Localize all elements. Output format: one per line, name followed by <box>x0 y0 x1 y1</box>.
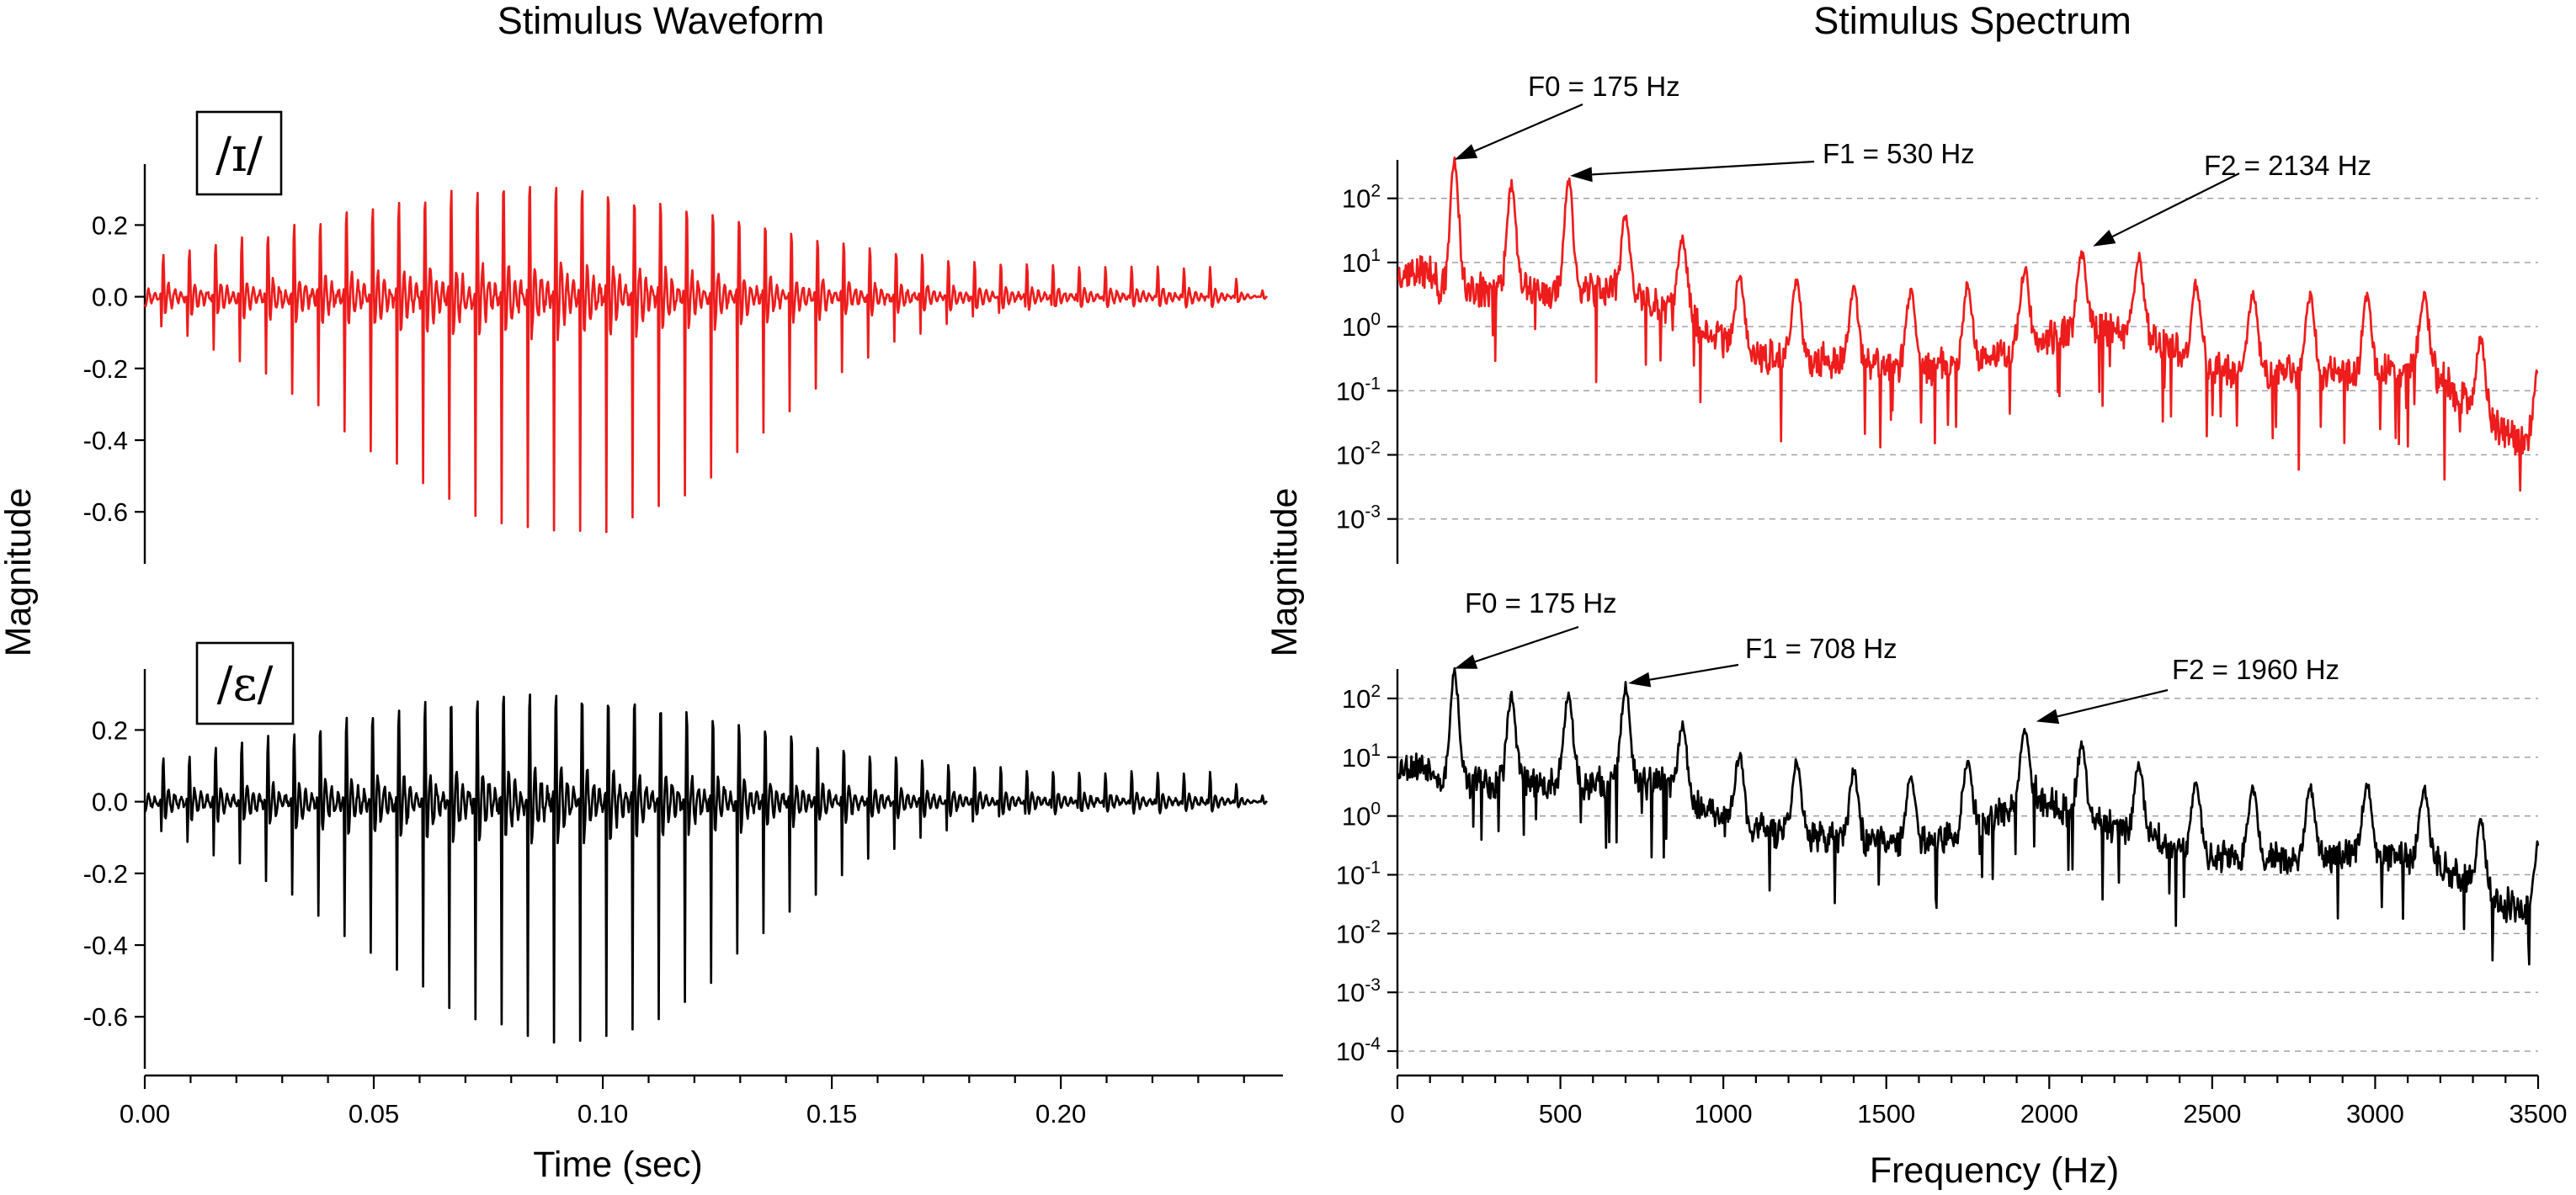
waveform-eh-y-tick-label: -0.4 <box>83 931 128 960</box>
spectrum-eh-annotation-arrow-head <box>1628 672 1652 688</box>
spectrum-ih-annotation-arrow-line <box>1474 103 1583 152</box>
vowel-label-eh-text: /ε/ <box>217 657 274 712</box>
spectrum-ih-annotation-arrow-line <box>1592 160 1815 176</box>
waveform-eh-y-tick-label: -0.6 <box>83 1002 128 1032</box>
spectrum-eh-x-tick-label: 2500 <box>2183 1099 2241 1129</box>
spectrum-ih-annotation-label: F2 = 2134 Hz <box>2204 150 2371 181</box>
waveform-eh-x-tick-label: 0.15 <box>806 1099 857 1129</box>
spectrum-ih-annotation-label: F1 = 530 Hz <box>1823 138 1975 169</box>
spectrum-eh-annotation-arrow-head <box>1454 654 1478 669</box>
spectrum-eh-annotation-arrow-line <box>1649 663 1739 681</box>
vowel-label-ih-text: /ɪ/ <box>216 128 263 183</box>
spectrum-eh-x-tick-label: 1000 <box>1695 1099 1753 1129</box>
waveform-eh-series-line <box>143 693 1269 1044</box>
vowel-label-ih: /ɪ/ <box>195 110 283 196</box>
waveform-ih-y-tick-label: -0.6 <box>83 497 128 527</box>
vowel-label-ih-box <box>195 110 283 196</box>
waveform-eh-y-tick-label: 0.0 <box>92 788 128 817</box>
spectrum-ih-annotation-label: F0 = 175 Hz <box>1528 71 1680 102</box>
spectrum-eh-series-line <box>1397 667 2540 966</box>
spectrum-eh-annotation-arrow-line <box>2057 688 2169 718</box>
waveform-ih-plot: 0.2 0.0 -0.2 -0.4 -0.6 <box>83 164 1269 564</box>
waveform-eh-x-tick-label: 0.20 <box>1035 1099 1086 1129</box>
spectrum-eh-x-tick-label: 3500 <box>2509 1099 2568 1129</box>
waveform-ih-y-tick-label: 0.0 <box>92 283 128 312</box>
spectrum-eh-x-tick-label: 0 <box>1390 1099 1404 1129</box>
spectrum-ih-series-line <box>1397 156 2539 492</box>
waveform-eh-plot: 0.2 0.0 -0.2 -0.4 -0.6 0.00 0.05 0.10 0.15 0.20 <box>83 669 1283 1129</box>
vowel-label-eh-box <box>195 641 295 725</box>
waveform-eh-y-tick-label: 0.2 <box>92 715 128 745</box>
spectrum-eh-annotation-label: F2 = 1960 Hz <box>2172 654 2339 685</box>
spectrum-eh-annotation-arrow-head <box>2036 709 2060 725</box>
waveform-eh-x-tick-label: 0.10 <box>577 1099 628 1129</box>
left-x-axis-title: Time (sec) <box>533 1145 702 1185</box>
left-y-axis-title: Magnitude <box>0 488 39 657</box>
right-x-axis-title: Frequency (Hz) <box>1870 1150 2119 1191</box>
spectrum-eh-annotation-label: F1 = 708 Hz <box>1745 633 1897 664</box>
right-y-axis-title: Magnitude <box>1264 488 1305 657</box>
waveform-ih-y-tick-label: -0.4 <box>83 426 128 455</box>
waveform-eh-x-tick-label: 0.05 <box>349 1099 399 1129</box>
spectrum-ih-annotation-arrow-line <box>2111 173 2240 238</box>
spectrum-eh-x-tick-label: 2000 <box>2020 1099 2078 1129</box>
spectrum-eh-annotation-label: F0 = 175 Hz <box>1465 587 1617 619</box>
vowel-label-eh: /ε/ <box>195 641 295 725</box>
waveform-ih-series-line <box>143 185 1269 534</box>
spectrum-ih-annotation-arrow-head <box>1570 167 1593 183</box>
left-column-title: Stimulus Waveform <box>498 0 824 42</box>
waveform-ih-y-tick-label: -0.2 <box>83 354 128 384</box>
spectrum-ih-annotation-arrow-head <box>1454 144 1478 160</box>
right-column-title: Stimulus Spectrum <box>1813 0 2132 42</box>
waveform-eh-x-tick-label: 0.00 <box>120 1099 170 1129</box>
waveform-ih-y-tick-label: 0.2 <box>92 210 128 240</box>
spectrum-eh-x-tick-label: 500 <box>1539 1099 1583 1129</box>
spectrum-ih-y-tick-label: 100 <box>1342 310 1381 342</box>
spectrum-eh-annotation-arrow-line <box>1475 625 1579 663</box>
waveform-eh-y-tick-label: -0.2 <box>83 859 128 889</box>
spectrum-ih-annotation-arrow-head <box>2093 230 2116 247</box>
spectrum-ih-y-tick-label: 10-3 <box>1336 502 1381 534</box>
spectrum-eh-x-tick-label: 3000 <box>2346 1099 2404 1129</box>
spectrum-eh-x-tick-label: 1500 <box>1857 1099 1915 1129</box>
